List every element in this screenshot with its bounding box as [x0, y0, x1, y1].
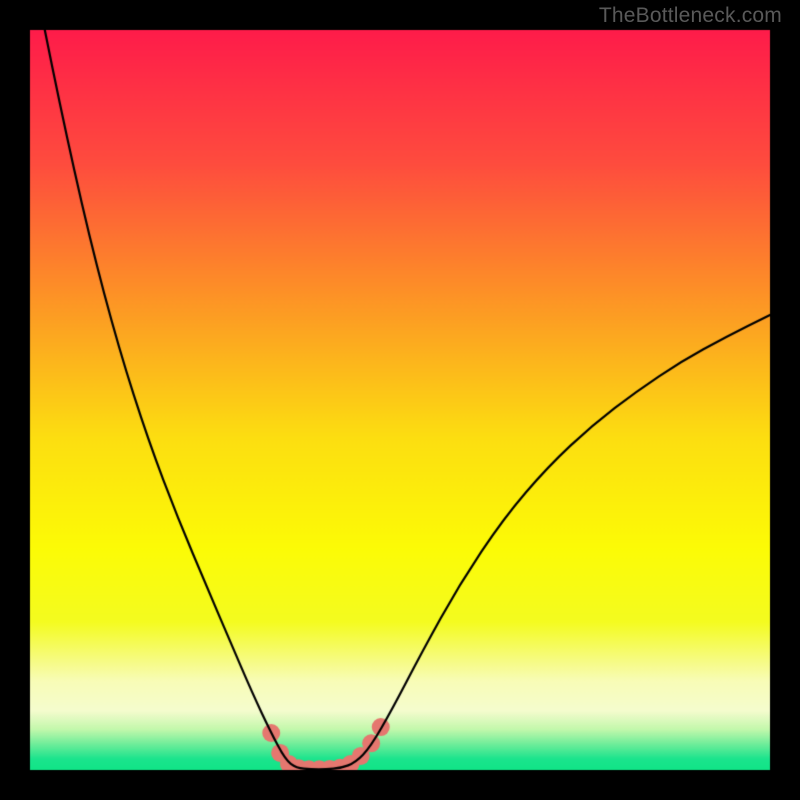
bottleneck-curve-chart	[0, 0, 800, 800]
watermark-text: TheBottleneck.com	[599, 4, 782, 28]
chart-stage: TheBottleneck.com	[0, 0, 800, 800]
